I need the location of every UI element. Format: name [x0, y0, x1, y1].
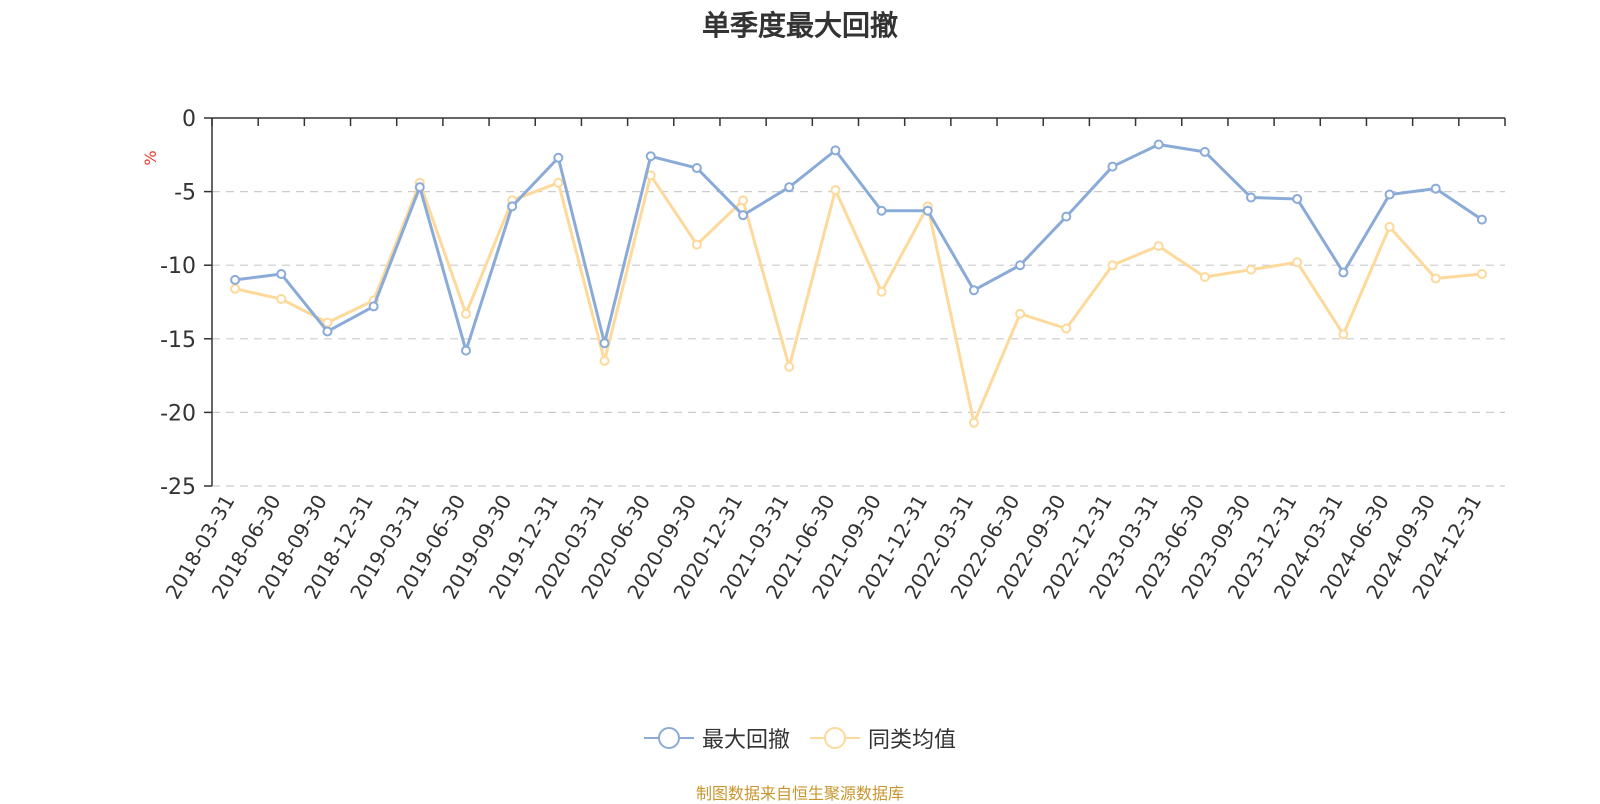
data-point	[1061, 323, 1072, 334]
chart-title: 单季度最大回撤	[701, 9, 898, 42]
data-point	[368, 301, 379, 312]
y-tick-label: -25	[160, 475, 196, 500]
data-point	[1107, 260, 1118, 271]
data-point	[322, 326, 333, 337]
data-point	[876, 205, 887, 216]
data-point	[1338, 329, 1349, 340]
series-line	[234, 142, 1483, 353]
data-point	[230, 283, 241, 294]
data-point	[1246, 192, 1257, 203]
data-point	[1061, 211, 1072, 222]
data-point	[1430, 273, 1441, 284]
data-point	[876, 286, 887, 297]
series-line	[234, 173, 1483, 425]
data-point	[1292, 193, 1303, 204]
data-point	[1430, 183, 1441, 194]
y-tick-label: -20	[160, 401, 196, 426]
data-point	[1292, 257, 1303, 268]
data-point	[1476, 269, 1487, 280]
data-point	[1153, 241, 1164, 252]
data-point	[784, 361, 795, 372]
data-point	[322, 317, 333, 328]
data-point	[738, 210, 749, 221]
data-point	[830, 185, 841, 196]
y-tick-label: 0	[182, 107, 196, 132]
data-point	[968, 285, 979, 296]
data-point	[1015, 260, 1026, 271]
data-point	[968, 417, 979, 428]
data-point	[691, 163, 702, 174]
data-point	[553, 152, 564, 163]
data-point	[1153, 139, 1164, 150]
chart-legend: 最大回撤 同类均值	[0, 722, 1600, 754]
legend-item[interactable]: 同类均值	[810, 722, 956, 754]
data-point	[460, 345, 471, 356]
data-point	[460, 308, 471, 319]
legend-item[interactable]: 最大回撤	[643, 722, 790, 754]
data-point	[599, 338, 610, 349]
data-point	[645, 151, 656, 162]
data-point	[738, 195, 749, 206]
data-point	[1384, 189, 1395, 200]
source-note: 制图数据来自恒生聚源数据库	[695, 784, 904, 803]
data-point	[1199, 271, 1210, 282]
data-point	[784, 182, 795, 193]
legend-symbol	[810, 727, 860, 749]
data-point	[1107, 161, 1118, 172]
data-point	[276, 294, 287, 305]
data-point	[276, 269, 287, 280]
data-point	[1015, 308, 1026, 319]
legend-label: 同类均值	[868, 728, 957, 753]
data-point	[599, 355, 610, 366]
data-point	[507, 201, 518, 212]
y-tick-label: -10	[160, 254, 196, 279]
data-point	[922, 205, 933, 216]
legend-symbol	[643, 727, 694, 749]
y-tick-label: -5	[174, 181, 196, 206]
data-point	[230, 274, 241, 285]
data-point	[691, 239, 702, 250]
legend-label: 最大回撤	[701, 728, 790, 753]
data-point	[1199, 146, 1210, 157]
data-point	[1384, 221, 1395, 232]
data-point	[830, 145, 841, 156]
data-point	[1246, 264, 1257, 275]
data-point	[553, 177, 564, 188]
y-axis-label: %	[141, 150, 160, 165]
data-point	[1338, 267, 1349, 278]
y-tick-label: -15	[160, 328, 196, 353]
data-point	[414, 182, 425, 193]
data-point	[1476, 214, 1487, 225]
